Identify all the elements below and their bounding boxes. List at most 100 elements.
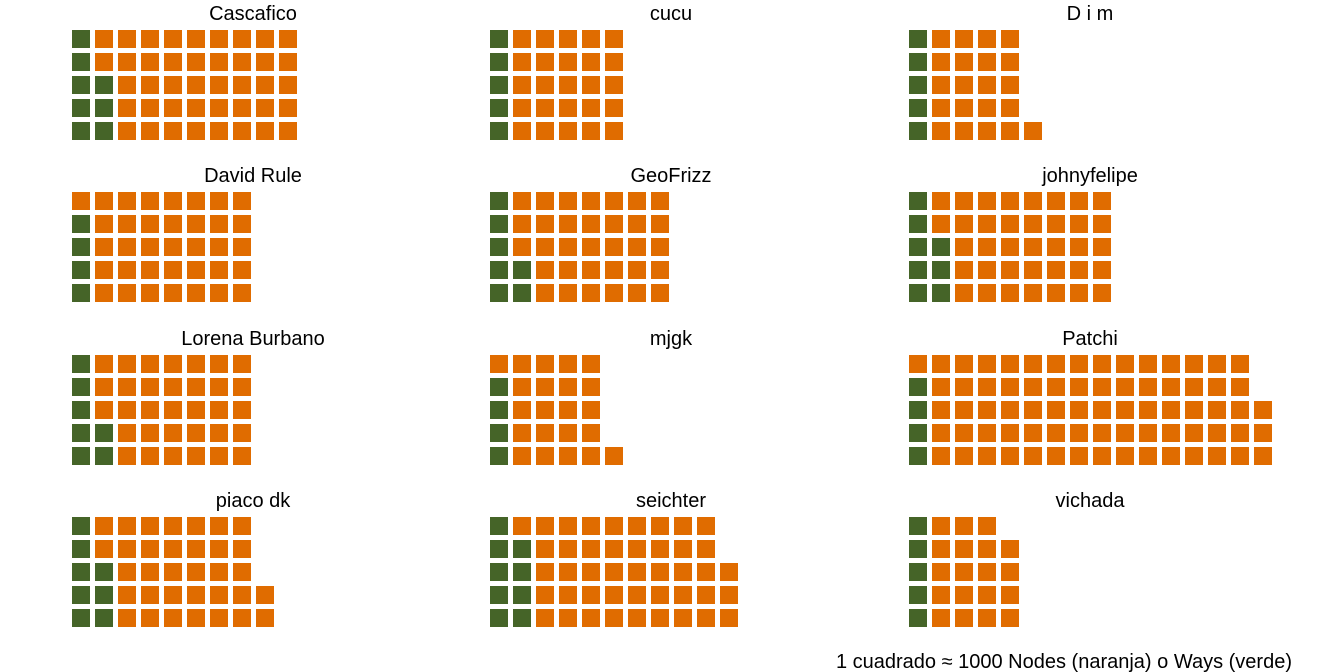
panel-title: cucu [650,3,692,25]
nodes-square [256,122,274,140]
nodes-square [932,540,950,558]
nodes-square [651,517,669,535]
nodes-square [955,99,973,117]
nodes-square [955,586,973,604]
panel-title: Patchi [1062,328,1118,350]
ways-square [490,30,508,48]
nodes-square [256,76,274,94]
nodes-square [513,215,531,233]
nodes-square [582,99,600,117]
nodes-square [118,586,136,604]
nodes-square [932,378,950,396]
nodes-square [141,609,159,627]
nodes-square [233,238,251,256]
nodes-square [164,284,182,302]
nodes-square [164,76,182,94]
ways-square [490,540,508,558]
waffle-panel: johnyfelipe [909,165,1138,302]
nodes-square [513,517,531,535]
nodes-square [932,99,950,117]
nodes-square [674,517,692,535]
nodes-square [513,30,531,48]
nodes-square [210,53,228,71]
nodes-square [651,261,669,279]
nodes-square [559,424,577,442]
ways-square [909,192,927,210]
nodes-square [1231,355,1249,373]
nodes-square [1001,540,1019,558]
nodes-square [210,76,228,94]
nodes-square [513,378,531,396]
nodes-square [118,447,136,465]
nodes-square [141,53,159,71]
nodes-square [582,401,600,419]
nodes-square [955,215,973,233]
nodes-square [233,517,251,535]
nodes-square [187,424,205,442]
nodes-square [187,540,205,558]
ways-square [72,378,90,396]
nodes-square [605,540,623,558]
nodes-square [1208,355,1226,373]
nodes-square [210,447,228,465]
nodes-square [1231,424,1249,442]
ways-square [72,355,90,373]
nodes-square [720,609,738,627]
ways-square [490,192,508,210]
nodes-square [932,355,950,373]
nodes-square [95,215,113,233]
nodes-square [955,540,973,558]
nodes-square [978,424,996,442]
ways-square [909,586,927,604]
nodes-square [233,424,251,442]
ways-square [513,261,531,279]
nodes-square [651,586,669,604]
nodes-square [955,122,973,140]
nodes-square [605,30,623,48]
nodes-square [559,215,577,233]
nodes-square [1231,378,1249,396]
nodes-square [1116,378,1134,396]
nodes-square [233,122,251,140]
waffle-panel: mjgk [490,328,693,465]
nodes-square [164,30,182,48]
nodes-square [118,517,136,535]
nodes-square [1208,447,1226,465]
nodes-square [233,540,251,558]
nodes-square [141,99,159,117]
nodes-square [720,586,738,604]
nodes-square [1047,424,1065,442]
nodes-square [1047,261,1065,279]
nodes-square [141,424,159,442]
nodes-square [141,447,159,465]
nodes-square [628,563,646,581]
panel-title: piaco dk [216,490,291,512]
nodes-square [559,53,577,71]
nodes-square [141,540,159,558]
nodes-square [697,586,715,604]
nodes-square [164,261,182,279]
nodes-square [164,609,182,627]
ways-square [72,122,90,140]
nodes-square [279,76,297,94]
nodes-square [1116,401,1134,419]
nodes-square [141,401,159,419]
nodes-square [536,563,554,581]
nodes-square [1231,401,1249,419]
nodes-square [582,215,600,233]
nodes-square [605,563,623,581]
ways-square [72,609,90,627]
nodes-square [141,586,159,604]
ways-square [513,586,531,604]
ways-square [490,424,508,442]
nodes-square [1001,424,1019,442]
panel-title: Lorena Burbano [181,328,324,350]
ways-square [490,99,508,117]
nodes-square [605,517,623,535]
nodes-square [1093,355,1111,373]
nodes-square [1208,378,1226,396]
nodes-square [1024,122,1042,140]
ways-square [490,609,508,627]
waffle-panel: D i m [909,3,1113,140]
nodes-square [536,99,554,117]
